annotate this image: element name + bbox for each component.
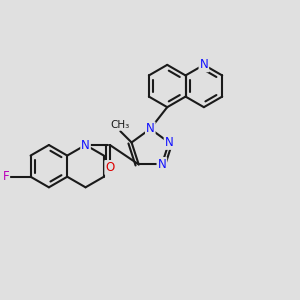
Text: N: N — [165, 136, 173, 149]
Text: CH₃: CH₃ — [111, 120, 130, 130]
Text: F: F — [3, 170, 9, 183]
Text: N: N — [146, 122, 155, 135]
Text: O: O — [105, 161, 115, 174]
Text: N: N — [200, 58, 208, 71]
Text: N: N — [158, 158, 166, 171]
Text: N: N — [81, 139, 90, 152]
